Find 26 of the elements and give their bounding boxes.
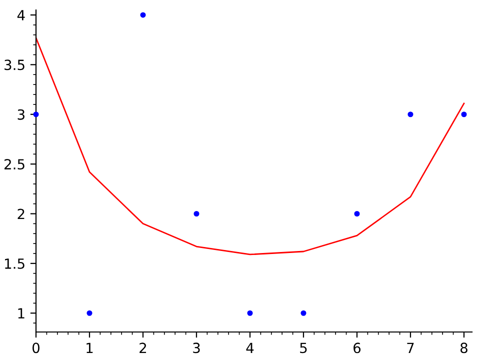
x-tick-label: 1 xyxy=(86,342,93,353)
y-tick-label: 1 xyxy=(18,308,24,318)
y-tick-label: 4 xyxy=(17,10,25,20)
line-series xyxy=(36,37,465,256)
point xyxy=(300,310,306,316)
point xyxy=(33,112,39,118)
y-tick-label: 3 xyxy=(18,109,24,120)
y-tick-label: 1.5 xyxy=(5,258,24,269)
point xyxy=(86,310,92,316)
x-tick-label: 5 xyxy=(300,342,307,354)
x-tick-label: 7 xyxy=(407,342,414,353)
point xyxy=(461,112,467,118)
x-tick-label: 4 xyxy=(246,342,254,353)
point xyxy=(354,210,360,217)
point xyxy=(408,112,414,118)
x-tick-label: 0 xyxy=(32,342,40,354)
x-tick-label: 8 xyxy=(460,342,468,354)
x-tick-label: 3 xyxy=(193,342,200,354)
point xyxy=(140,12,146,18)
y-tick-label: 3.5 xyxy=(4,60,24,70)
x-tick-label: 2 xyxy=(140,342,146,353)
x-tick-label: 6 xyxy=(354,342,361,354)
point xyxy=(194,210,200,217)
y-tick-label: 2.5 xyxy=(4,159,24,170)
point xyxy=(247,310,253,316)
y-tick-label: 2 xyxy=(18,208,24,220)
